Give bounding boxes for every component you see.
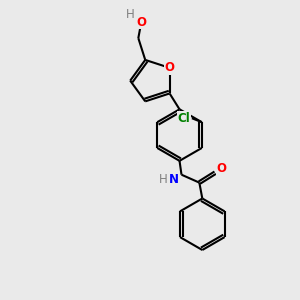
Text: O: O [216,162,226,175]
Text: O: O [136,16,146,29]
Text: Cl: Cl [178,112,190,125]
Text: O: O [165,61,175,74]
Text: H: H [126,8,135,21]
Text: N: N [169,173,178,186]
Text: H: H [159,173,168,186]
